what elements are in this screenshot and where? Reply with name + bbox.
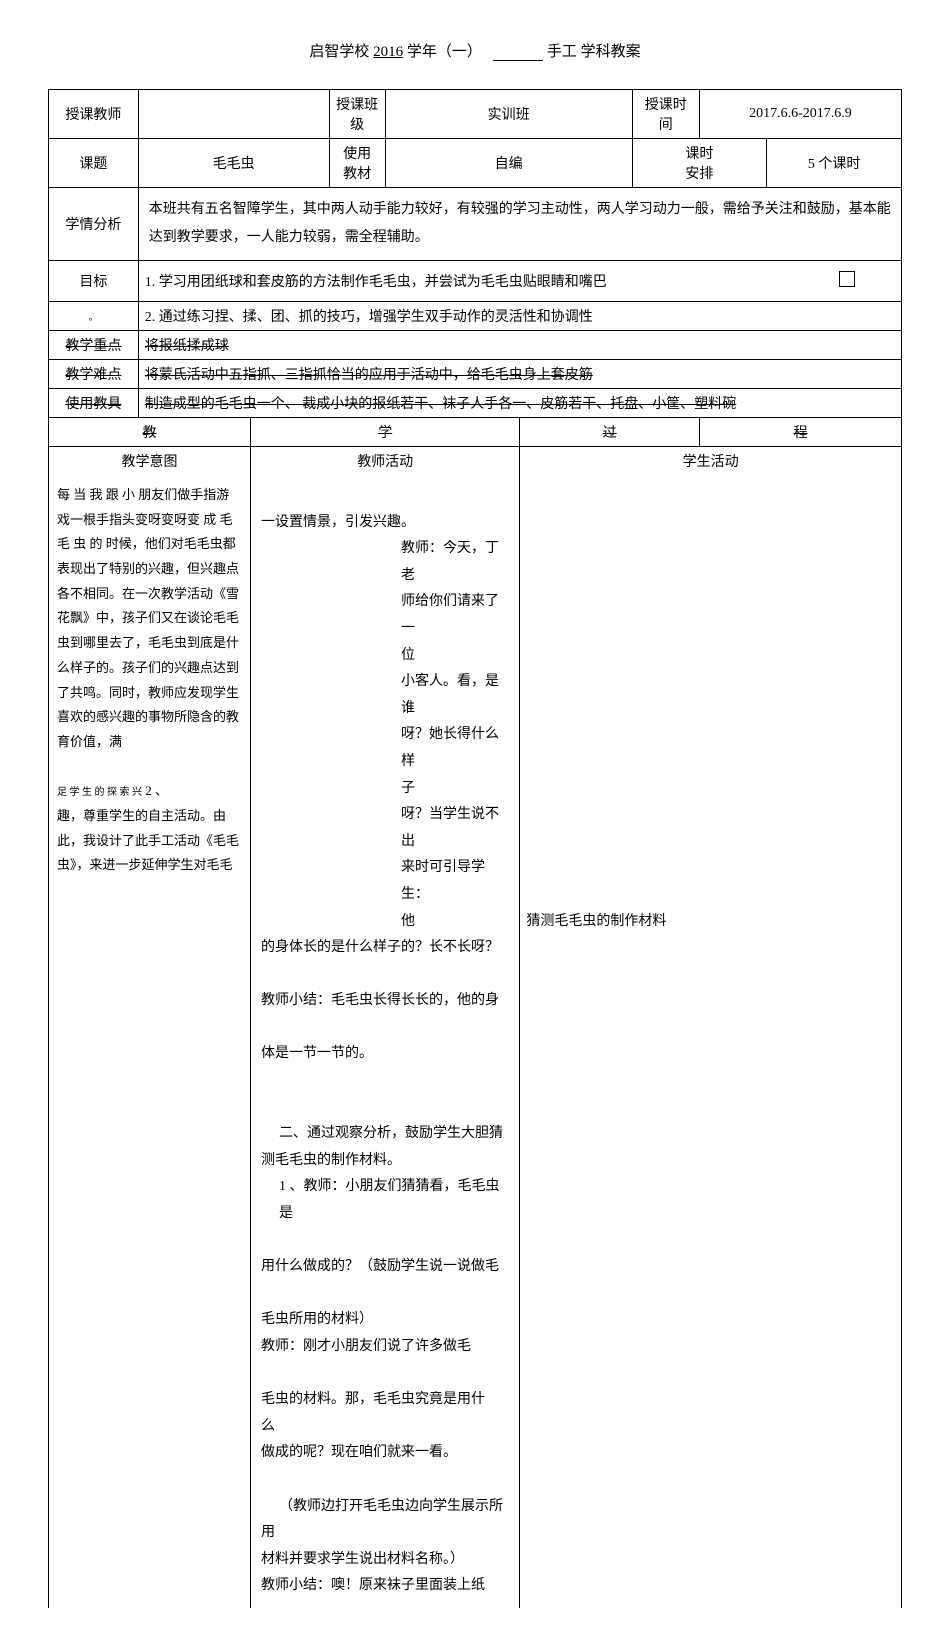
- t-b1-l5: 呀？她长得什么样: [401, 722, 509, 775]
- teacher-label: 授课教师: [49, 90, 139, 139]
- t-b2-l9: 教师小结：噢！原来袜子里面装上纸: [261, 1573, 509, 1600]
- table-row: 课题 毛毛虫 使用 教材 自编 课时 安排 5 个课时: [49, 139, 902, 188]
- table-row: 教学难点 将蒙氏活动中五指抓、三指抓恰当的应用于活动中，给毛毛虫身上套皮筋: [49, 360, 902, 389]
- period-label-1: 课时: [685, 147, 713, 162]
- t-b2-l7b: 用: [261, 1520, 509, 1547]
- teacher-value: [138, 90, 329, 139]
- process-h1: 教: [49, 418, 251, 447]
- t-b1-s2: 体是一节一节的。: [261, 1041, 509, 1068]
- t-b2-l4: 教师：刚才小朋友们说了许多做毛: [261, 1334, 509, 1361]
- t-b2-l7: （教师边打开毛毛虫边向学生展示所: [261, 1494, 509, 1521]
- table-row: 教学重点 将报纸揉成球: [49, 331, 902, 360]
- textbook-label-1: 使用: [343, 147, 371, 162]
- blank-field: [493, 60, 543, 61]
- textbook-label: 使用 教材: [329, 139, 385, 188]
- intent-cell: 每 当 我 跟 小 朋友们做手指游戏一根手指头变呀变呀变 成 毛 毛 虫 的 时…: [49, 475, 251, 1608]
- table-row: 。 2. 通过练习捏、揉、团、抓的技巧，增强学生双手动作的灵活性和协调性: [49, 302, 902, 331]
- t-b1-l6: 子: [401, 776, 509, 803]
- topic-label: 课题: [49, 139, 139, 188]
- t-b1-s1: 教师小结：毛毛虫长得长长的，他的身: [261, 988, 509, 1015]
- table-row: 授课教师 授课班级 实训班 授课时间 2017.6.6-2017.6.9: [49, 90, 902, 139]
- checkbox-icon: [839, 271, 855, 287]
- analysis-value: 本班共有五名智障学生，其中两人动手能力较好，有较强的学习主动性，两人学习动力一般…: [138, 188, 901, 261]
- t-b2-l5b: 么: [261, 1414, 509, 1441]
- process-subheader-row: 教学意图 教师活动 学生活动: [49, 447, 902, 476]
- time-value: 2017.6.6-2017.6.9: [699, 90, 901, 139]
- diff-label: 教学难点: [49, 360, 139, 389]
- goal-2: 2. 通过练习捏、揉、团、抓的技巧，增强学生双手动作的灵活性和协调性: [138, 302, 901, 331]
- student-activity-label: 学生活动: [520, 447, 902, 476]
- t-b2-t1: 二、通过观察分析，鼓励学生大胆猜: [261, 1121, 509, 1148]
- textbook-value: 自编: [385, 139, 632, 188]
- goal-label: 目标: [49, 261, 139, 302]
- subject: 手工: [547, 44, 577, 60]
- goal-suffix-cell: 。: [49, 302, 139, 331]
- topic-value: 毛毛虫: [138, 139, 329, 188]
- t-b1-l1: 教师：今天，丁老: [401, 536, 509, 589]
- teacher-activity-cell: 一设置情景，引发兴趣。 教师：今天，丁老 师给你们请来了一 位 小客人。看，是谁…: [251, 475, 520, 1608]
- t-b1-q: 的身体长的是什么样子的？长不长呀？: [261, 935, 509, 962]
- intent-label: 教学意图: [49, 447, 251, 476]
- process-h3: 过: [520, 418, 700, 447]
- key-label: 教学重点: [49, 331, 139, 360]
- table-row: 使用教具 制造成型的毛毛虫一个、 裁成小块的报纸若干、袜子人手各一、皮筋若干、托…: [49, 389, 902, 418]
- t-b2-l1: 1 、教师：小朋友们猜猜看，毛毛虫是: [261, 1174, 509, 1227]
- lesson-plan-table: 授课教师 授课班级 实训班 授课时间 2017.6.6-2017.6.9 课题 …: [48, 89, 902, 1608]
- school-year: 2016: [373, 44, 403, 60]
- diff-value: 将蒙氏活动中五指抓、三指抓恰当的应用于活动中，给毛毛虫身上套皮筋: [138, 360, 901, 389]
- year-suffix: 学年（一）: [407, 44, 482, 60]
- goal-1: 1. 学习用团纸球和套皮筋的方法制作毛毛虫，并尝试为毛毛虫贴眼睛和嘴巴: [138, 261, 901, 302]
- time-label: 授课时间: [632, 90, 699, 139]
- process-h2: 学: [251, 418, 520, 447]
- table-row: 学情分析 本班共有五名智障学生，其中两人动手能力较好，有较强的学习主动性，两人学…: [49, 188, 902, 261]
- intent-tiny: 足 学 生 的 探 索 兴: [57, 787, 142, 798]
- t-b1-title: 一设置情景，引发兴趣。: [261, 510, 509, 537]
- document-title: 启智学校 2016 学年（一） 手工 学科教案: [48, 40, 902, 61]
- intent-text-2: 2 、: [145, 783, 168, 798]
- t-b1-l7: 呀？当学生说不出: [401, 802, 509, 855]
- tool-value: 制造成型的毛毛虫一个、 裁成小块的报纸若干、袜子人手各一、皮筋若干、托盘、小筐、…: [138, 389, 901, 418]
- key-value: 将报纸揉成球: [138, 331, 901, 360]
- intent-text: 每 当 我 跟 小 朋友们做手指游戏一根手指头变呀变呀变 成 毛 毛 虫 的 时…: [57, 487, 239, 749]
- t-b2-l8: 材料并要求学生说出材料名称。）: [261, 1547, 509, 1574]
- teacher-activity-label: 教师活动: [251, 447, 520, 476]
- tool-label: 使用教具: [49, 389, 139, 418]
- student-activity-cell: 猜测毛毛虫的制作材料: [520, 475, 902, 1608]
- t-b2-l6: 做成的呢？现在咱们就来一看。: [261, 1440, 509, 1467]
- period-label: 课时 安排: [632, 139, 767, 188]
- goal-1-text: 1. 学习用团纸球和套皮筋的方法制作毛毛虫，并尝试为毛毛虫贴眼睛和嘴巴: [145, 275, 607, 290]
- t-b1-l8: 来时可引导学生：: [401, 855, 509, 908]
- process-h4: 程: [699, 418, 901, 447]
- t-b2-l5: 毛虫的材料。那，毛毛虫究竟是用什: [261, 1387, 509, 1414]
- period-label-2: 安排: [685, 167, 713, 182]
- period-value: 5 个课时: [767, 139, 902, 188]
- school-name: 启智学校: [309, 44, 369, 60]
- t-b1-l9: 他: [401, 909, 509, 936]
- t-b2-t2: 测毛毛虫的制作材料。: [261, 1148, 509, 1175]
- subject-suffix: 学科教案: [581, 44, 641, 60]
- intent-text-3: 趣，尊重学生的自主活动。由此，我设计了此手工活动《毛毛虫》，来进一步延伸学生对毛…: [57, 808, 239, 872]
- t-b1-l3: 位: [401, 643, 509, 670]
- t-b2-l3: 毛虫所用的材料）: [261, 1307, 509, 1334]
- t-b1-l4: 小客人。看，是谁: [401, 669, 509, 722]
- process-content-row: 每 当 我 跟 小 朋友们做手指游戏一根手指头变呀变呀变 成 毛 毛 虫 的 时…: [49, 475, 902, 1608]
- student-text: 猜测毛毛虫的制作材料: [526, 479, 895, 936]
- analysis-label: 学情分析: [49, 188, 139, 261]
- process-header-row: 教 学 过 程: [49, 418, 902, 447]
- class-value: 实训班: [385, 90, 632, 139]
- t-b1-l2: 师给你们请来了一: [401, 589, 509, 642]
- table-row: 目标 1. 学习用团纸球和套皮筋的方法制作毛毛虫，并尝试为毛毛虫贴眼睛和嘴巴: [49, 261, 902, 302]
- class-label: 授课班级: [329, 90, 385, 139]
- t-b2-l2: 用什么做成的？（鼓励学生说一说做毛: [261, 1254, 509, 1281]
- textbook-label-2: 教材: [343, 167, 371, 182]
